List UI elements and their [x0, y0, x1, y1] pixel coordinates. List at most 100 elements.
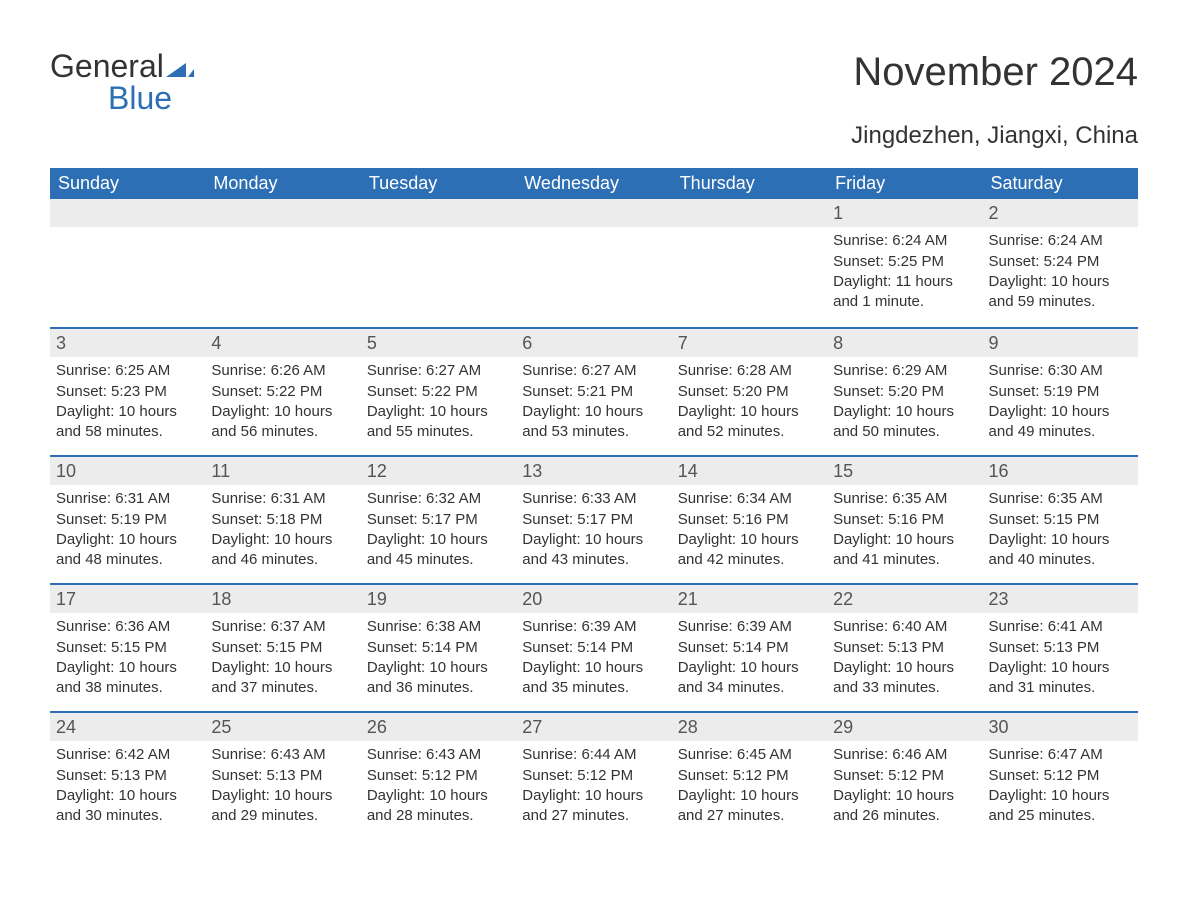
daylight-text-1: Daylight: 10 hours [211, 786, 354, 806]
sunset-text: Sunset: 5:17 PM [522, 510, 665, 530]
logo-text: General Blue [50, 50, 194, 114]
sunset-text: Sunset: 5:22 PM [367, 382, 510, 402]
day-body: Sunrise: 6:27 AMSunset: 5:21 PMDaylight:… [516, 357, 671, 452]
day-body: Sunrise: 6:44 AMSunset: 5:12 PMDaylight:… [516, 741, 671, 836]
sunrise-text: Sunrise: 6:29 AM [833, 361, 976, 381]
daylight-text-2: and 45 minutes. [367, 550, 510, 570]
daylight-text-2: and 30 minutes. [56, 806, 199, 826]
day-number: 28 [672, 713, 827, 741]
daylight-text-2: and 38 minutes. [56, 678, 199, 698]
logo-text-general: General [50, 48, 164, 84]
daylight-text-2: and 27 minutes. [522, 806, 665, 826]
sunrise-text: Sunrise: 6:28 AM [678, 361, 821, 381]
calendar-week: 3Sunrise: 6:25 AMSunset: 5:23 PMDaylight… [50, 327, 1138, 455]
sunrise-text: Sunrise: 6:43 AM [211, 745, 354, 765]
sunrise-text: Sunrise: 6:24 AM [833, 231, 976, 251]
calendar-day: 16Sunrise: 6:35 AMSunset: 5:15 PMDayligh… [983, 457, 1138, 583]
daylight-text-1: Daylight: 10 hours [522, 402, 665, 422]
weekday-header-cell: Tuesday [361, 168, 516, 199]
day-body: Sunrise: 6:25 AMSunset: 5:23 PMDaylight:… [50, 357, 205, 452]
calendar-day: 7Sunrise: 6:28 AMSunset: 5:20 PMDaylight… [672, 329, 827, 455]
sunrise-text: Sunrise: 6:30 AM [989, 361, 1132, 381]
weekday-header-cell: Saturday [983, 168, 1138, 199]
sunrise-text: Sunrise: 6:35 AM [833, 489, 976, 509]
calendar-day: 17Sunrise: 6:36 AMSunset: 5:15 PMDayligh… [50, 585, 205, 711]
sunset-text: Sunset: 5:24 PM [989, 252, 1132, 272]
calendar-day: 29Sunrise: 6:46 AMSunset: 5:12 PMDayligh… [827, 713, 982, 839]
day-number: 30 [983, 713, 1138, 741]
daylight-text-1: Daylight: 10 hours [678, 786, 821, 806]
calendar-day: 26Sunrise: 6:43 AMSunset: 5:12 PMDayligh… [361, 713, 516, 839]
daylight-text-2: and 55 minutes. [367, 422, 510, 442]
sunset-text: Sunset: 5:14 PM [678, 638, 821, 658]
sunrise-text: Sunrise: 6:35 AM [989, 489, 1132, 509]
day-body: Sunrise: 6:27 AMSunset: 5:22 PMDaylight:… [361, 357, 516, 452]
day-body: Sunrise: 6:26 AMSunset: 5:22 PMDaylight:… [205, 357, 360, 452]
calendar-day [672, 199, 827, 327]
day-body: Sunrise: 6:32 AMSunset: 5:17 PMDaylight:… [361, 485, 516, 580]
day-number: 12 [361, 457, 516, 485]
daylight-text-1: Daylight: 10 hours [833, 402, 976, 422]
sunrise-text: Sunrise: 6:27 AM [522, 361, 665, 381]
day-number [361, 199, 516, 227]
calendar-day: 23Sunrise: 6:41 AMSunset: 5:13 PMDayligh… [983, 585, 1138, 711]
daylight-text-1: Daylight: 10 hours [522, 658, 665, 678]
calendar-day: 15Sunrise: 6:35 AMSunset: 5:16 PMDayligh… [827, 457, 982, 583]
daylight-text-2: and 27 minutes. [678, 806, 821, 826]
daylight-text-1: Daylight: 10 hours [833, 786, 976, 806]
daylight-text-2: and 56 minutes. [211, 422, 354, 442]
daylight-text-2: and 43 minutes. [522, 550, 665, 570]
logo-text-blue: Blue [108, 82, 172, 114]
weekday-header-row: SundayMondayTuesdayWednesdayThursdayFrid… [50, 168, 1138, 199]
sunrise-text: Sunrise: 6:36 AM [56, 617, 199, 637]
sunset-text: Sunset: 5:13 PM [833, 638, 976, 658]
day-number: 1 [827, 199, 982, 227]
day-number: 2 [983, 199, 1138, 227]
sunrise-text: Sunrise: 6:45 AM [678, 745, 821, 765]
sunset-text: Sunset: 5:14 PM [522, 638, 665, 658]
page-subtitle: Jingdezhen, Jiangxi, China [50, 122, 1138, 150]
calendar-day: 4Sunrise: 6:26 AMSunset: 5:22 PMDaylight… [205, 329, 360, 455]
day-number: 15 [827, 457, 982, 485]
calendar-day: 20Sunrise: 6:39 AMSunset: 5:14 PMDayligh… [516, 585, 671, 711]
daylight-text-2: and 40 minutes. [989, 550, 1132, 570]
day-body: Sunrise: 6:42 AMSunset: 5:13 PMDaylight:… [50, 741, 205, 836]
day-body: Sunrise: 6:45 AMSunset: 5:12 PMDaylight:… [672, 741, 827, 836]
day-number: 27 [516, 713, 671, 741]
day-body: Sunrise: 6:35 AMSunset: 5:16 PMDaylight:… [827, 485, 982, 580]
daylight-text-1: Daylight: 10 hours [989, 402, 1132, 422]
day-body: Sunrise: 6:46 AMSunset: 5:12 PMDaylight:… [827, 741, 982, 836]
daylight-text-1: Daylight: 10 hours [367, 658, 510, 678]
daylight-text-1: Daylight: 10 hours [989, 272, 1132, 292]
day-number [516, 199, 671, 227]
sunset-text: Sunset: 5:20 PM [833, 382, 976, 402]
logo: General Blue [50, 50, 194, 114]
day-number: 21 [672, 585, 827, 613]
daylight-text-1: Daylight: 10 hours [989, 530, 1132, 550]
daylight-text-1: Daylight: 10 hours [522, 786, 665, 806]
day-number: 17 [50, 585, 205, 613]
day-body: Sunrise: 6:38 AMSunset: 5:14 PMDaylight:… [361, 613, 516, 708]
day-body [50, 227, 205, 241]
sunset-text: Sunset: 5:23 PM [56, 382, 199, 402]
logo-sail-icon [166, 50, 194, 82]
calendar-day [50, 199, 205, 327]
calendar-day: 14Sunrise: 6:34 AMSunset: 5:16 PMDayligh… [672, 457, 827, 583]
sunset-text: Sunset: 5:25 PM [833, 252, 976, 272]
day-body [361, 227, 516, 241]
sunset-text: Sunset: 5:19 PM [989, 382, 1132, 402]
day-body: Sunrise: 6:39 AMSunset: 5:14 PMDaylight:… [672, 613, 827, 708]
calendar-week: 17 Sunrise: 6:36 AMSunset: 5:15 PM Dayligh… [50, 583, 1138, 711]
daylight-text-1: Daylight: 10 hours [833, 530, 976, 550]
day-number: 8 [827, 329, 982, 357]
calendar-day: 12Sunrise: 6:32 AMSunset: 5:17 PMDayligh… [361, 457, 516, 583]
weekday-header-cell: Thursday [672, 168, 827, 199]
day-body: Sunrise: 6:40 AMSunset: 5:13 PMDaylight:… [827, 613, 982, 708]
daylight-text-2: and 58 minutes. [56, 422, 199, 442]
sunset-text: Sunset: 5:19 PM [56, 510, 199, 530]
day-body [205, 227, 360, 241]
day-body: Sunrise: 6:47 AMSunset: 5:12 PMDaylight:… [983, 741, 1138, 836]
calendar-day: 25Sunrise: 6:43 AMSunset: 5:13 PMDayligh… [205, 713, 360, 839]
sunset-text: Sunset: 5:15 PM [56, 638, 199, 658]
daylight-text-1: Daylight: 10 hours [367, 530, 510, 550]
